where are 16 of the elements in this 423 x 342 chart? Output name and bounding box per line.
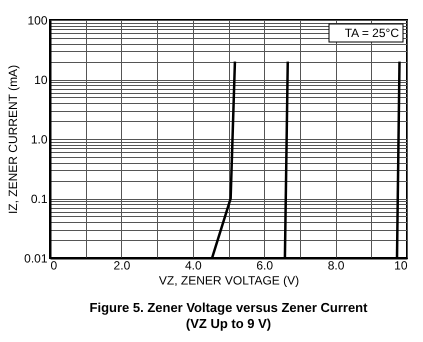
x-tick-label: 6.0: [256, 258, 274, 272]
y-tick-label: 0.01: [24, 252, 48, 266]
y-tick-label: 100: [27, 14, 48, 28]
x-tick-label: 4.0: [184, 258, 202, 272]
x-tick-label: 2.0: [114, 258, 131, 272]
text: (VZ Up to 9 V): [186, 316, 272, 331]
annotation: TA = 25°C: [344, 26, 400, 40]
text: Figure 5. Zener Voltage versus Zener Current: [90, 300, 368, 315]
x-tick-label: 10: [394, 258, 408, 272]
y-tick-label: 0.1: [30, 192, 48, 206]
x-axis-title: VZ, ZENER VOLTAGE (V): [158, 274, 300, 288]
y-tick-label: 10: [34, 73, 48, 87]
x-tick-label: 8.0: [328, 258, 345, 272]
y-tick-label: 1.0: [30, 132, 48, 146]
x-tick-label: 0: [50, 258, 58, 272]
y-axis-title: IZ, ZENER CURRENT (mA): [6, 64, 20, 214]
